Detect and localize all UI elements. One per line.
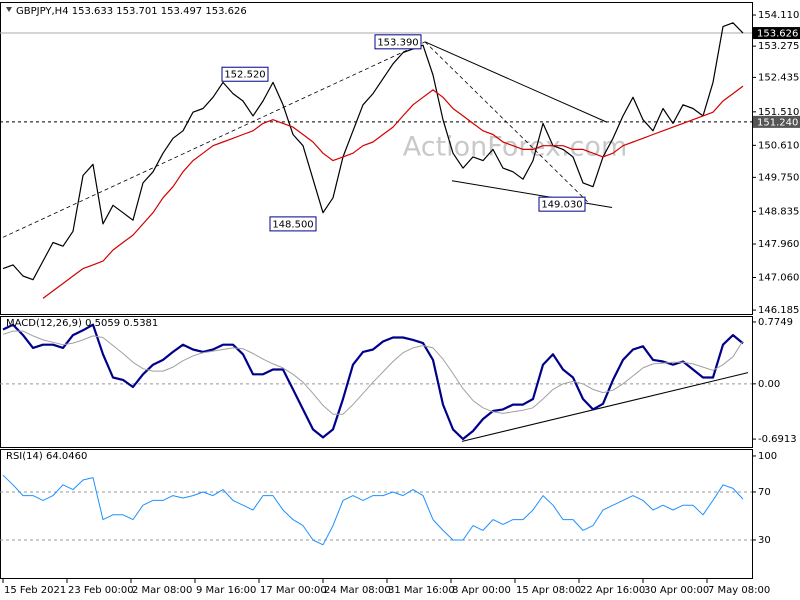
- x-tick-label: 31 Mar 16:00: [388, 585, 455, 596]
- pane-frame: [0, 449, 753, 579]
- y-tick-label: 154.110: [758, 10, 799, 21]
- x-tick-label: 7 May 08:00: [708, 585, 770, 596]
- annotation-box: [221, 66, 269, 82]
- y-tick-label: 70: [758, 487, 771, 498]
- x-tick-label: 23 Feb 00:00: [68, 585, 134, 596]
- series-line: [42, 85, 744, 299]
- pane-frame: [0, 2, 753, 315]
- x-tick-label: 15 Feb 2021: [4, 585, 66, 596]
- annotation-box: [269, 216, 317, 232]
- trend-line: [2, 41, 426, 238]
- price-tag-label: 151.240: [757, 117, 798, 128]
- y-tick-label: 147.060: [758, 273, 799, 284]
- series-line: [2, 323, 744, 441]
- trend-line: [424, 41, 608, 123]
- x-tick-label: 9 Mar 16:00: [196, 585, 256, 596]
- y-tick-label: 151.510: [758, 107, 799, 118]
- annotation-box: [538, 196, 586, 212]
- y-tick-label: -0.6913: [758, 434, 797, 445]
- symbol-icon: [6, 7, 12, 12]
- y-tick-label: 147.960: [758, 239, 799, 250]
- y-tick-label: 148.835: [758, 206, 799, 217]
- y-tick-label: 152.435: [758, 72, 799, 83]
- series-line: [2, 22, 744, 281]
- annotation-label: 152.520: [224, 70, 265, 81]
- annotation-box: [374, 34, 422, 50]
- y-tick-label: 0.7749: [758, 317, 793, 328]
- pane-title: GBPJPY,H4 153.633 153.701 153.497 153.62…: [16, 6, 247, 17]
- y-tick-label: 100: [758, 451, 777, 462]
- annotation-label: 148.500: [272, 219, 313, 230]
- price-tag-label: 153.626: [757, 29, 798, 40]
- y-tick-label: 146.185: [758, 305, 799, 316]
- series-line: [2, 474, 744, 546]
- x-tick-label: 2 Mar 08:00: [132, 585, 192, 596]
- y-tick-label: 153.275: [758, 41, 799, 52]
- annotation-label: 153.390: [377, 37, 418, 48]
- x-tick-label: 8 Apr 00:00: [452, 585, 511, 596]
- trend-line: [424, 41, 591, 205]
- trend-line: [461, 372, 749, 442]
- y-tick-label: 149.750: [758, 172, 799, 183]
- pane-title: RSI(14) 64.0460: [6, 451, 87, 462]
- annotation-label: 149.030: [541, 200, 582, 211]
- price-tag: [753, 27, 800, 40]
- x-tick-label: 15 Apr 08:00: [516, 585, 581, 596]
- pane-title: MACD(12,26,9) 0.5059 0.5381: [6, 318, 158, 329]
- y-tick-label: 0.00: [758, 379, 780, 390]
- x-tick-label: 30 Apr 00:00: [644, 585, 709, 596]
- y-tick-label: 150.610: [758, 140, 799, 151]
- series-line: [2, 330, 744, 415]
- y-tick-label: 30: [758, 535, 771, 546]
- price-tag: [753, 115, 800, 128]
- x-tick-label: 22 Apr 16:00: [580, 585, 645, 596]
- pane-frame: [0, 316, 753, 448]
- x-tick-label: 24 Mar 08:00: [324, 585, 391, 596]
- x-tick-label: 17 Mar 00:00: [260, 585, 327, 596]
